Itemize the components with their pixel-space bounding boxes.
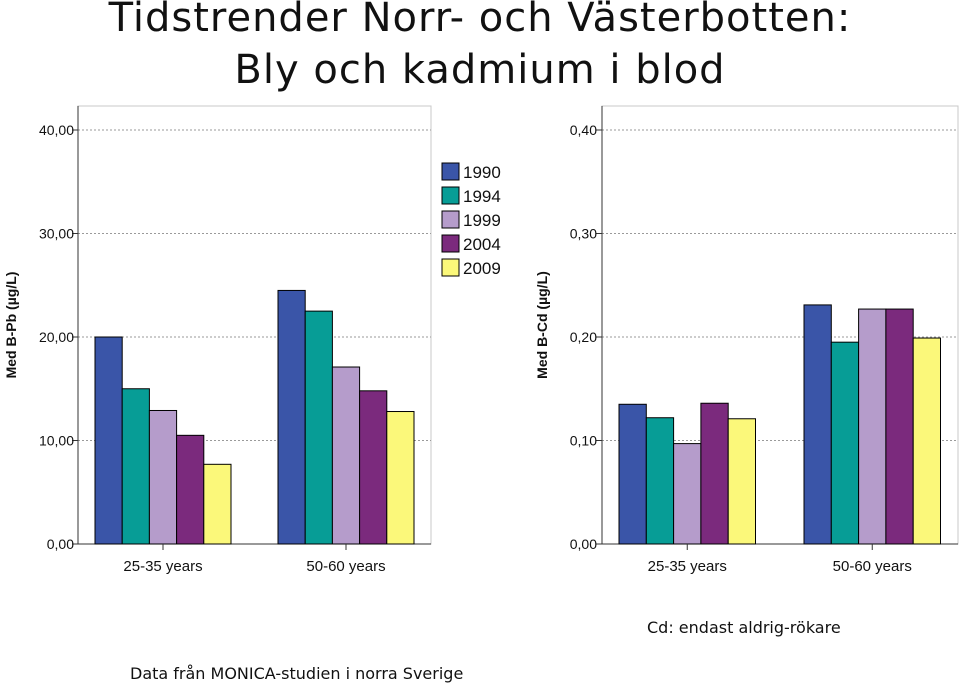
cd-bar-2004-1 xyxy=(885,308,914,545)
cd-ytick-label: 0,00 xyxy=(570,536,597,552)
pb-ytick-label: 20,00 xyxy=(39,329,74,345)
pb-ytick-label: 0,00 xyxy=(47,536,74,552)
legend-label-2004: 2004 xyxy=(463,235,501,254)
pb-bar-2009-1 xyxy=(386,411,415,545)
pb-bar-2004-0 xyxy=(176,434,205,545)
cd-ytick-label: 0,30 xyxy=(570,226,597,242)
cd-footnote: Cd: endast aldrig-rökare xyxy=(647,618,841,637)
cd-bar-1990-1 xyxy=(803,304,832,545)
cd-bar-1994-1 xyxy=(830,341,860,545)
pb-ytick-label: 40,00 xyxy=(39,122,74,138)
cd-bar-1999-0 xyxy=(673,443,702,545)
cd-bar-1994-0 xyxy=(645,417,675,545)
legend-swatch-2004 xyxy=(441,234,460,253)
cd-ytick-label: 0,10 xyxy=(570,433,597,449)
pb-bar-1999-1 xyxy=(331,366,361,545)
cd-bar-2004-0 xyxy=(700,402,729,545)
cd-bar-2009-0 xyxy=(727,418,757,545)
cd-bar-1990-0 xyxy=(618,403,647,545)
pb-bar-2004-1 xyxy=(359,390,388,545)
legend-label-1999: 1999 xyxy=(463,211,501,230)
legend-swatch-1990 xyxy=(441,162,460,181)
pb-category-label: 25-35 years xyxy=(123,558,202,575)
legend-swatch-2009 xyxy=(441,258,460,277)
cd-category-label: 25-35 years xyxy=(648,558,727,575)
pb-bar-1990-0 xyxy=(94,336,123,545)
legend-label-2009: 2009 xyxy=(463,259,501,278)
pb-bar-1999-0 xyxy=(148,409,178,545)
cd-ytick-label: 0,20 xyxy=(570,329,597,345)
chart-title-line1: Tidstrender Norr- och Västerbotten: xyxy=(108,0,852,41)
cd-ytick-label: 0,40 xyxy=(570,122,597,138)
legend-swatch-1999 xyxy=(441,210,460,229)
legend-swatch-1994 xyxy=(441,186,460,205)
cd-bar-1999-1 xyxy=(858,308,887,545)
cd-category-label: 50-60 years xyxy=(833,558,912,575)
source-footnote: Data från MONICA-studien i norra Sverige xyxy=(130,664,464,683)
cd-bar-2009-1 xyxy=(912,337,942,545)
pb-category-label: 50-60 years xyxy=(306,558,385,575)
pb-bar-1994-1 xyxy=(304,310,333,545)
pb-bar-2009-0 xyxy=(203,463,232,545)
pb-ytick-label: 10,00 xyxy=(39,433,74,449)
pb-y-axis-title: Med B-Pb (µg/L) xyxy=(3,272,19,379)
chart-title-line2: Bly och kadmium i blod xyxy=(234,47,726,93)
pb-ytick-label: 30,00 xyxy=(39,226,74,242)
cd-y-axis-title: Med B-Cd (µg/L) xyxy=(534,271,550,379)
legend-label-1994: 1994 xyxy=(463,187,501,206)
legend-label-1990: 1990 xyxy=(463,163,501,182)
pb-bar-1994-0 xyxy=(121,388,150,545)
pb-bar-1990-1 xyxy=(277,289,306,545)
